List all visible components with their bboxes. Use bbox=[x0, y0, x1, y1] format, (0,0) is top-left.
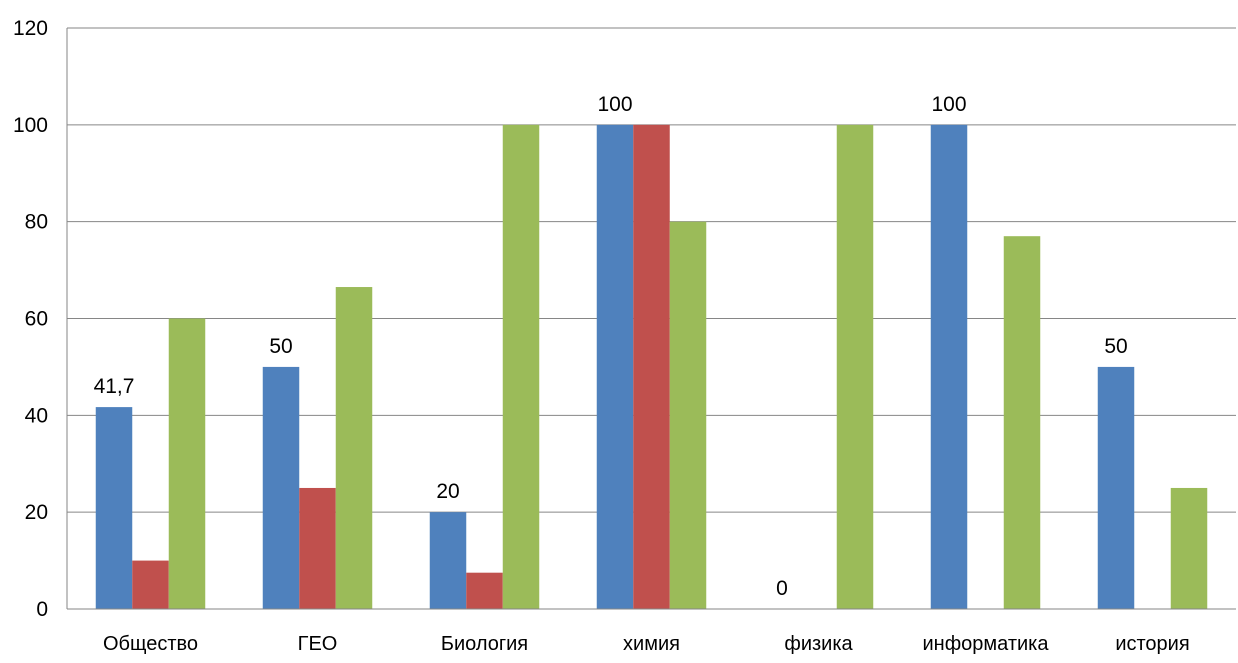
bar bbox=[1003, 236, 1041, 610]
y-tick-label: 0 bbox=[36, 598, 48, 621]
data-label: 20 bbox=[436, 480, 459, 503]
bar bbox=[466, 572, 503, 609]
bar bbox=[502, 124, 540, 609]
x-category-label: история bbox=[1115, 633, 1189, 655]
bar bbox=[669, 221, 707, 609]
bar bbox=[596, 124, 634, 609]
data-label: 50 bbox=[1104, 335, 1127, 358]
y-tick-label: 60 bbox=[25, 308, 48, 331]
bar bbox=[132, 560, 169, 609]
bar bbox=[168, 318, 206, 609]
y-tick-label: 40 bbox=[25, 404, 48, 427]
x-category-label: Общество bbox=[103, 633, 198, 655]
labels: 0 20 40 60 80 100 120 Общество ГЕО Биология химия ф… bbox=[13, 17, 1190, 655]
bars bbox=[95, 124, 1208, 610]
bar bbox=[1097, 366, 1135, 609]
data-label: 100 bbox=[597, 93, 632, 116]
x-category-label: химия bbox=[623, 633, 680, 655]
x-category-label: ГЕО bbox=[298, 633, 338, 655]
bar bbox=[1170, 487, 1208, 609]
bar bbox=[262, 366, 300, 609]
bar bbox=[930, 124, 968, 609]
data-label: 0 bbox=[776, 577, 788, 600]
data-label: 41,7 bbox=[94, 375, 135, 398]
bar bbox=[335, 287, 373, 609]
bar bbox=[299, 487, 336, 609]
bar bbox=[429, 512, 467, 609]
data-label: 100 bbox=[931, 93, 966, 116]
y-tick-label: 20 bbox=[25, 501, 48, 524]
x-category-label: информатика bbox=[923, 633, 1050, 655]
y-tick-label: 80 bbox=[25, 211, 48, 234]
x-category-label: Биология bbox=[441, 633, 528, 655]
x-category-label: физика bbox=[784, 633, 853, 655]
bar bbox=[836, 124, 874, 609]
axes bbox=[66, 28, 1236, 610]
bar bbox=[95, 407, 133, 609]
y-tick-label: 100 bbox=[13, 114, 48, 137]
bar bbox=[633, 124, 670, 609]
y-tick-label: 120 bbox=[13, 17, 48, 40]
data-label: 50 bbox=[269, 335, 292, 358]
